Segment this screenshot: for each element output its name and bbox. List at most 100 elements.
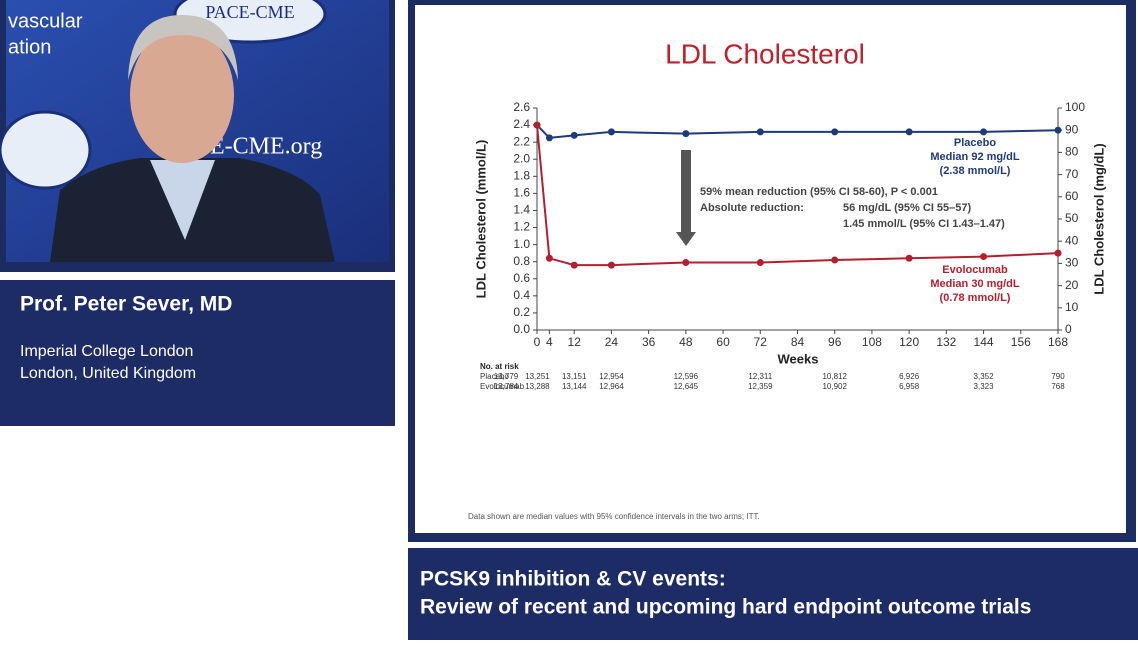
- data-point: [756, 128, 764, 136]
- speaker-card: [0, 280, 395, 426]
- x-tick-label: 132: [936, 335, 956, 349]
- annotation: 1.45 mmol/L (95% CI 1.43–1.47): [843, 218, 1005, 230]
- y-tick-label: 2.6: [513, 100, 530, 114]
- at-risk-count: 13,288: [525, 382, 550, 391]
- x-tick-label: 120: [899, 335, 919, 349]
- annotation: Absolute reduction:: [700, 202, 804, 214]
- at-risk-count: 12,596: [674, 372, 699, 381]
- y-tick-label: 2.0: [513, 151, 530, 165]
- at-risk-count: 12,311: [748, 372, 772, 381]
- data-point: [905, 254, 913, 262]
- data-point: [1054, 126, 1062, 134]
- at-risk-row-name: Placebo: [480, 372, 509, 381]
- x-tick-label: 84: [791, 335, 805, 349]
- x-axis-label: Weeks: [778, 351, 819, 366]
- annotation: 56 mg/dL (95% CI 55–57): [843, 202, 972, 214]
- arrow-shaft: [681, 150, 691, 232]
- at-risk-count: 13,151: [562, 372, 587, 381]
- logo: [0, 110, 92, 190]
- arrow-head: [676, 232, 696, 246]
- y-axis-label: LDL Cholesterol (mmol/L): [473, 140, 488, 299]
- at-risk-count: 13,784: [494, 382, 519, 391]
- series-note: (2.38 mmol/L): [940, 165, 1011, 177]
- annotation: 59% mean reduction (95% CI 58-60), P < 0…: [700, 186, 938, 198]
- y2-tick-label: 50: [1065, 211, 1079, 225]
- y2-tick-label: 0: [1065, 322, 1072, 336]
- y-tick-label: 1.2: [513, 220, 530, 234]
- y2-axis-label: LDL Cholesterol (mg/dL): [1091, 143, 1106, 294]
- video-text: vascular: [8, 10, 83, 32]
- at-risk-count: 3,352: [974, 372, 995, 381]
- y-tick-label: 0.8: [513, 254, 530, 268]
- series-label: Evolocumab: [942, 264, 1008, 276]
- y-tick-label: 1.4: [513, 203, 530, 217]
- y-tick-label: 2.4: [513, 117, 530, 131]
- data-point: [682, 130, 690, 138]
- at-risk-count: 6,926: [899, 372, 920, 381]
- data-point: [533, 121, 541, 129]
- x-tick-label: 24: [605, 335, 619, 349]
- x-tick-label: 144: [974, 335, 994, 349]
- at-risk-count: 768: [1051, 382, 1065, 391]
- y2-tick-label: 70: [1065, 167, 1079, 181]
- y-tick-label: 1.8: [513, 168, 530, 182]
- data-point: [570, 131, 578, 139]
- speaker-shirt: [150, 160, 215, 240]
- at-risk-count: 790: [1051, 372, 1065, 381]
- y-tick-label: 0.4: [513, 288, 530, 302]
- data-point: [905, 128, 913, 136]
- y2-tick-label: 90: [1065, 122, 1079, 136]
- video-text: E-CME.org: [210, 134, 322, 160]
- at-risk-count: 10,902: [822, 382, 847, 391]
- footnote: Data shown are median values with 95% co…: [468, 512, 760, 521]
- x-tick-label: 156: [1011, 335, 1031, 349]
- data-point: [545, 254, 553, 262]
- banner-text: PCSK9 inhibition & CV events:: [420, 568, 726, 591]
- y2-tick-label: 20: [1065, 278, 1079, 292]
- y-tick-label: 0.2: [513, 305, 530, 319]
- series-label: Placebo: [954, 137, 996, 149]
- y-tick-label: 0.6: [513, 271, 530, 285]
- series-note: Median 30 mg/dL: [930, 278, 1020, 290]
- plot: 0.0 0.2 0.4 0.6 0.8 1.0 1.2 1.4 1.6 1.8 2.0 2.2 2.4 2…: [480, 100, 1085, 391]
- at-risk-count: 13,251: [525, 372, 550, 381]
- x-tick-label: 72: [754, 335, 768, 349]
- at-risk-count: 12,964: [599, 382, 624, 391]
- speaker-name: Prof. Peter Sever, MD: [20, 293, 232, 316]
- x-tick-label: 0: [534, 335, 541, 349]
- chart-title: LDL Cholesterol: [665, 38, 865, 69]
- y-tick-label: 0.0: [513, 322, 530, 336]
- speaker-affiliation: London, United Kingdom: [20, 365, 196, 382]
- x-tick-label: 96: [828, 335, 842, 349]
- data-point: [831, 256, 839, 264]
- x-tick-label: 48: [679, 335, 693, 349]
- y2-tick-label: 30: [1065, 256, 1079, 270]
- banner-text: Review of recent and upcoming hard endpo…: [420, 596, 1031, 619]
- y2-tick-label: 60: [1065, 189, 1079, 203]
- data-point: [607, 128, 615, 136]
- at-risk-row-name: Evolocumab: [480, 382, 525, 391]
- at-risk-count: 10,812: [822, 372, 847, 381]
- y2-tick-label: 80: [1065, 145, 1079, 159]
- at-risk-count: 13,144: [562, 382, 587, 391]
- at-risk-count: 12,645: [674, 382, 699, 391]
- data-point: [980, 128, 988, 136]
- speaker-face: [130, 27, 234, 163]
- banner: [408, 548, 1138, 640]
- at-risk-count: 12,954: [599, 372, 624, 381]
- data-point: [570, 261, 578, 269]
- data-point: [1054, 249, 1062, 257]
- x-tick-label: 4: [546, 335, 553, 349]
- x-tick-label: 36: [642, 335, 656, 349]
- y2-tick-label: 40: [1065, 233, 1079, 247]
- x-tick-label: 168: [1048, 335, 1068, 349]
- speaker-hair: [128, 15, 238, 80]
- x-tick-label: 60: [716, 335, 730, 349]
- data-point: [682, 259, 690, 267]
- series-line: [536, 124, 1059, 139]
- at-risk-count: 6,958: [899, 382, 920, 391]
- video-text: PACE-CME: [205, 2, 294, 22]
- y-tick-label: 1.0: [513, 237, 530, 251]
